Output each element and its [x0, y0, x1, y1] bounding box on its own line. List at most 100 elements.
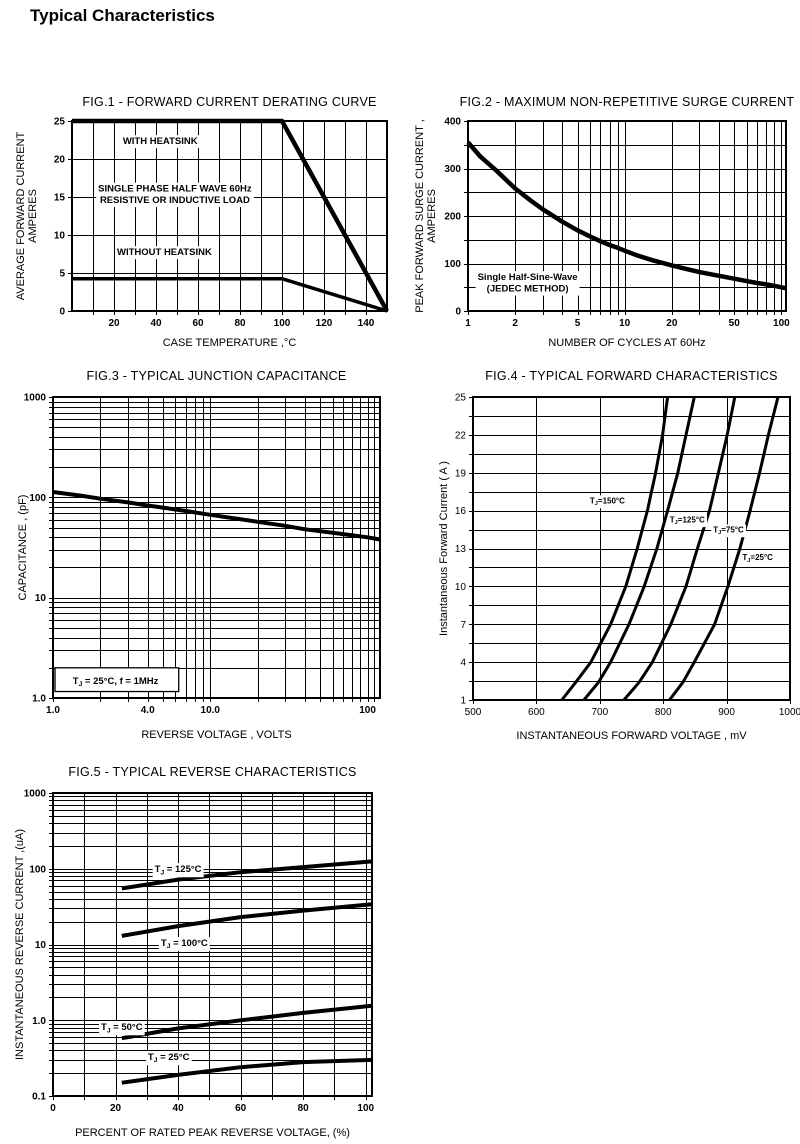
svg-text:100: 100	[29, 493, 46, 504]
svg-text:60: 60	[235, 1103, 247, 1114]
svg-text:1: 1	[465, 318, 471, 329]
svg-text:40: 40	[150, 318, 162, 329]
svg-text:5: 5	[59, 269, 65, 280]
svg-text:50: 50	[729, 318, 741, 329]
svg-text:20: 20	[108, 318, 120, 329]
series-with-heatsink	[72, 118, 389, 313]
svg-text:10: 10	[455, 582, 467, 593]
svg-text:100: 100	[444, 259, 461, 270]
svg-text:(JEDEC METHOD): (JEDEC METHOD)	[487, 284, 569, 295]
y-axis-title: AMPERES	[27, 189, 39, 243]
series-tj-100c	[121, 902, 373, 938]
without-heatsink-label: WITHOUT HEATSINK	[114, 246, 214, 260]
svg-text:2: 2	[512, 318, 518, 329]
svg-text:0: 0	[455, 307, 461, 318]
tj125-label: TJ=125°C	[667, 514, 708, 528]
svg-text:0: 0	[50, 1103, 56, 1114]
svg-text:TJ=150°C: TJ=150°C	[590, 496, 625, 507]
tj25-label: TJ=25°C	[740, 552, 776, 565]
tj125-label: TJ = 125°C	[152, 863, 204, 878]
plot-border	[472, 396, 791, 701]
x-tick-labels: 20 40 60 80 100 120 140	[108, 318, 374, 329]
svg-text:1.0: 1.0	[46, 705, 60, 716]
y-axis-title: Instantaneous Forward Current ( A )	[438, 461, 450, 636]
series-surge-current	[466, 140, 787, 291]
svg-text:0.1: 0.1	[32, 1092, 46, 1103]
y-axis-title: CAPACITANCE , (pF)	[17, 495, 29, 601]
svg-text:900: 900	[718, 707, 735, 718]
figure-4-title: FIG.4 - TYPICAL FORWARD CHARACTERISTICS	[485, 369, 778, 383]
series-tj-75c	[622, 396, 737, 701]
svg-text:400: 400	[444, 117, 461, 128]
svg-text:0: 0	[59, 307, 65, 318]
svg-text:TJ = 25°C: TJ = 25°C	[148, 1052, 190, 1064]
svg-text:1000: 1000	[24, 393, 47, 404]
figure-1-title: FIG.1 - FORWARD CURRENT DERATING CURVE	[82, 95, 377, 109]
figure-5-title: FIG.5 - TYPICAL REVERSE CHARACTERISTICS	[68, 765, 357, 779]
y-axis-title: AVERAGE FORWARD CURRENT	[15, 131, 27, 300]
y-tick-labels: 1.0 10 100 1000	[24, 393, 47, 705]
plot-border	[467, 120, 787, 312]
series-junction-capacitance	[52, 490, 381, 542]
svg-text:16: 16	[455, 506, 467, 517]
figure-5: FIG.5 - TYPICAL REVERSE CHARACTERISTICS …	[10, 758, 402, 1144]
with-heatsink-label: WITH HEATSINK	[120, 135, 200, 149]
svg-text:10: 10	[35, 940, 47, 951]
svg-text:100: 100	[274, 318, 291, 329]
x-axis-title: PERCENT OF RATED PEAK REVERSE VOLTAGE, (…	[75, 1127, 350, 1139]
figure-2-chart: Single Half-Sine-Wave(JEDEC METHOD) 1 2 5 10…	[414, 117, 790, 350]
y-axis-title: INSTANTANEOUS REVERSE CURRENT ,(uA)	[14, 829, 26, 1060]
svg-text:SINGLE PHASE HALF WAVE 60Hz: SINGLE PHASE HALF WAVE 60Hz	[98, 184, 252, 195]
tj50-label: TJ = 50°C	[99, 1021, 145, 1036]
series-tj-25c	[668, 396, 780, 701]
svg-text:TJ = 25°C, f = 1MHz: TJ = 25°C, f = 1MHz	[73, 676, 159, 688]
svg-text:WITH HEATSINK: WITH HEATSINK	[123, 136, 198, 147]
svg-text:13: 13	[455, 544, 467, 555]
series-tj-25c	[121, 1057, 373, 1085]
svg-text:19: 19	[455, 468, 467, 479]
svg-text:4.0: 4.0	[141, 705, 155, 716]
svg-text:15: 15	[54, 193, 66, 204]
svg-text:RESISTIVE OR INDUCTIVE LOAD: RESISTIVE OR INDUCTIVE LOAD	[100, 195, 250, 206]
svg-text:80: 80	[234, 318, 246, 329]
svg-text:700: 700	[591, 707, 608, 718]
svg-text:TJ=75°C: TJ=75°C	[713, 525, 744, 536]
figure-3-chart: TJ = 25°C, f = 1MHz 1.0 4.0 10.0 100 1.0 10 100…	[17, 393, 381, 741]
y-tick-labels: 1 4 7 10 13 16 19 22 25	[455, 393, 467, 707]
plot-border	[52, 396, 381, 699]
grid	[473, 397, 790, 700]
svg-text:1: 1	[460, 696, 466, 707]
svg-text:Single Half-Sine-Wave: Single Half-Sine-Wave	[478, 272, 578, 283]
grid	[53, 793, 372, 1096]
grid	[53, 397, 380, 698]
x-axis-title: CASE TEMPERATURE ,°C	[163, 337, 297, 349]
svg-text:20: 20	[666, 318, 678, 329]
svg-text:1.0: 1.0	[32, 1016, 46, 1027]
y-axis-title: PEAK FORWARD SURGE CURRENT ,	[414, 119, 426, 313]
figure-3-title: FIG.3 - TYPICAL JUNCTION CAPACITANCE	[86, 369, 347, 383]
svg-text:120: 120	[316, 318, 333, 329]
svg-text:1000: 1000	[779, 707, 800, 718]
svg-text:60: 60	[192, 318, 204, 329]
series-tj-50c	[121, 1003, 373, 1041]
svg-text:10: 10	[35, 593, 47, 604]
x-tick-labels: 1 2 5 10 20 50 100	[465, 318, 790, 329]
tj75-label: TJ=75°C	[711, 524, 747, 538]
svg-text:1000: 1000	[24, 789, 47, 800]
x-axis-title: REVERSE VOLTAGE , VOLTS	[141, 729, 291, 741]
plot-border	[71, 120, 388, 312]
tj100-label: TJ = 100°C	[158, 937, 210, 952]
series-without-heatsink	[72, 276, 388, 313]
conditions-label: TJ = 25°C, f = 1MHz	[54, 667, 180, 693]
svg-text:10: 10	[54, 231, 66, 242]
svg-text:100: 100	[29, 864, 46, 875]
x-tick-labels: 500 600 700 800 900 1000	[465, 707, 800, 718]
y-tick-labels: 0 100 200 300 400	[444, 117, 461, 318]
axis-ticks	[49, 397, 375, 702]
svg-text:TJ=25°C: TJ=25°C	[742, 553, 773, 564]
svg-text:TJ=125°C: TJ=125°C	[670, 515, 705, 526]
figure-4: FIG.4 - TYPICAL FORWARD CHARACTERISTICS …	[430, 362, 800, 744]
y-tick-labels: 0.1 1.0 10 100 1000	[24, 789, 47, 1103]
